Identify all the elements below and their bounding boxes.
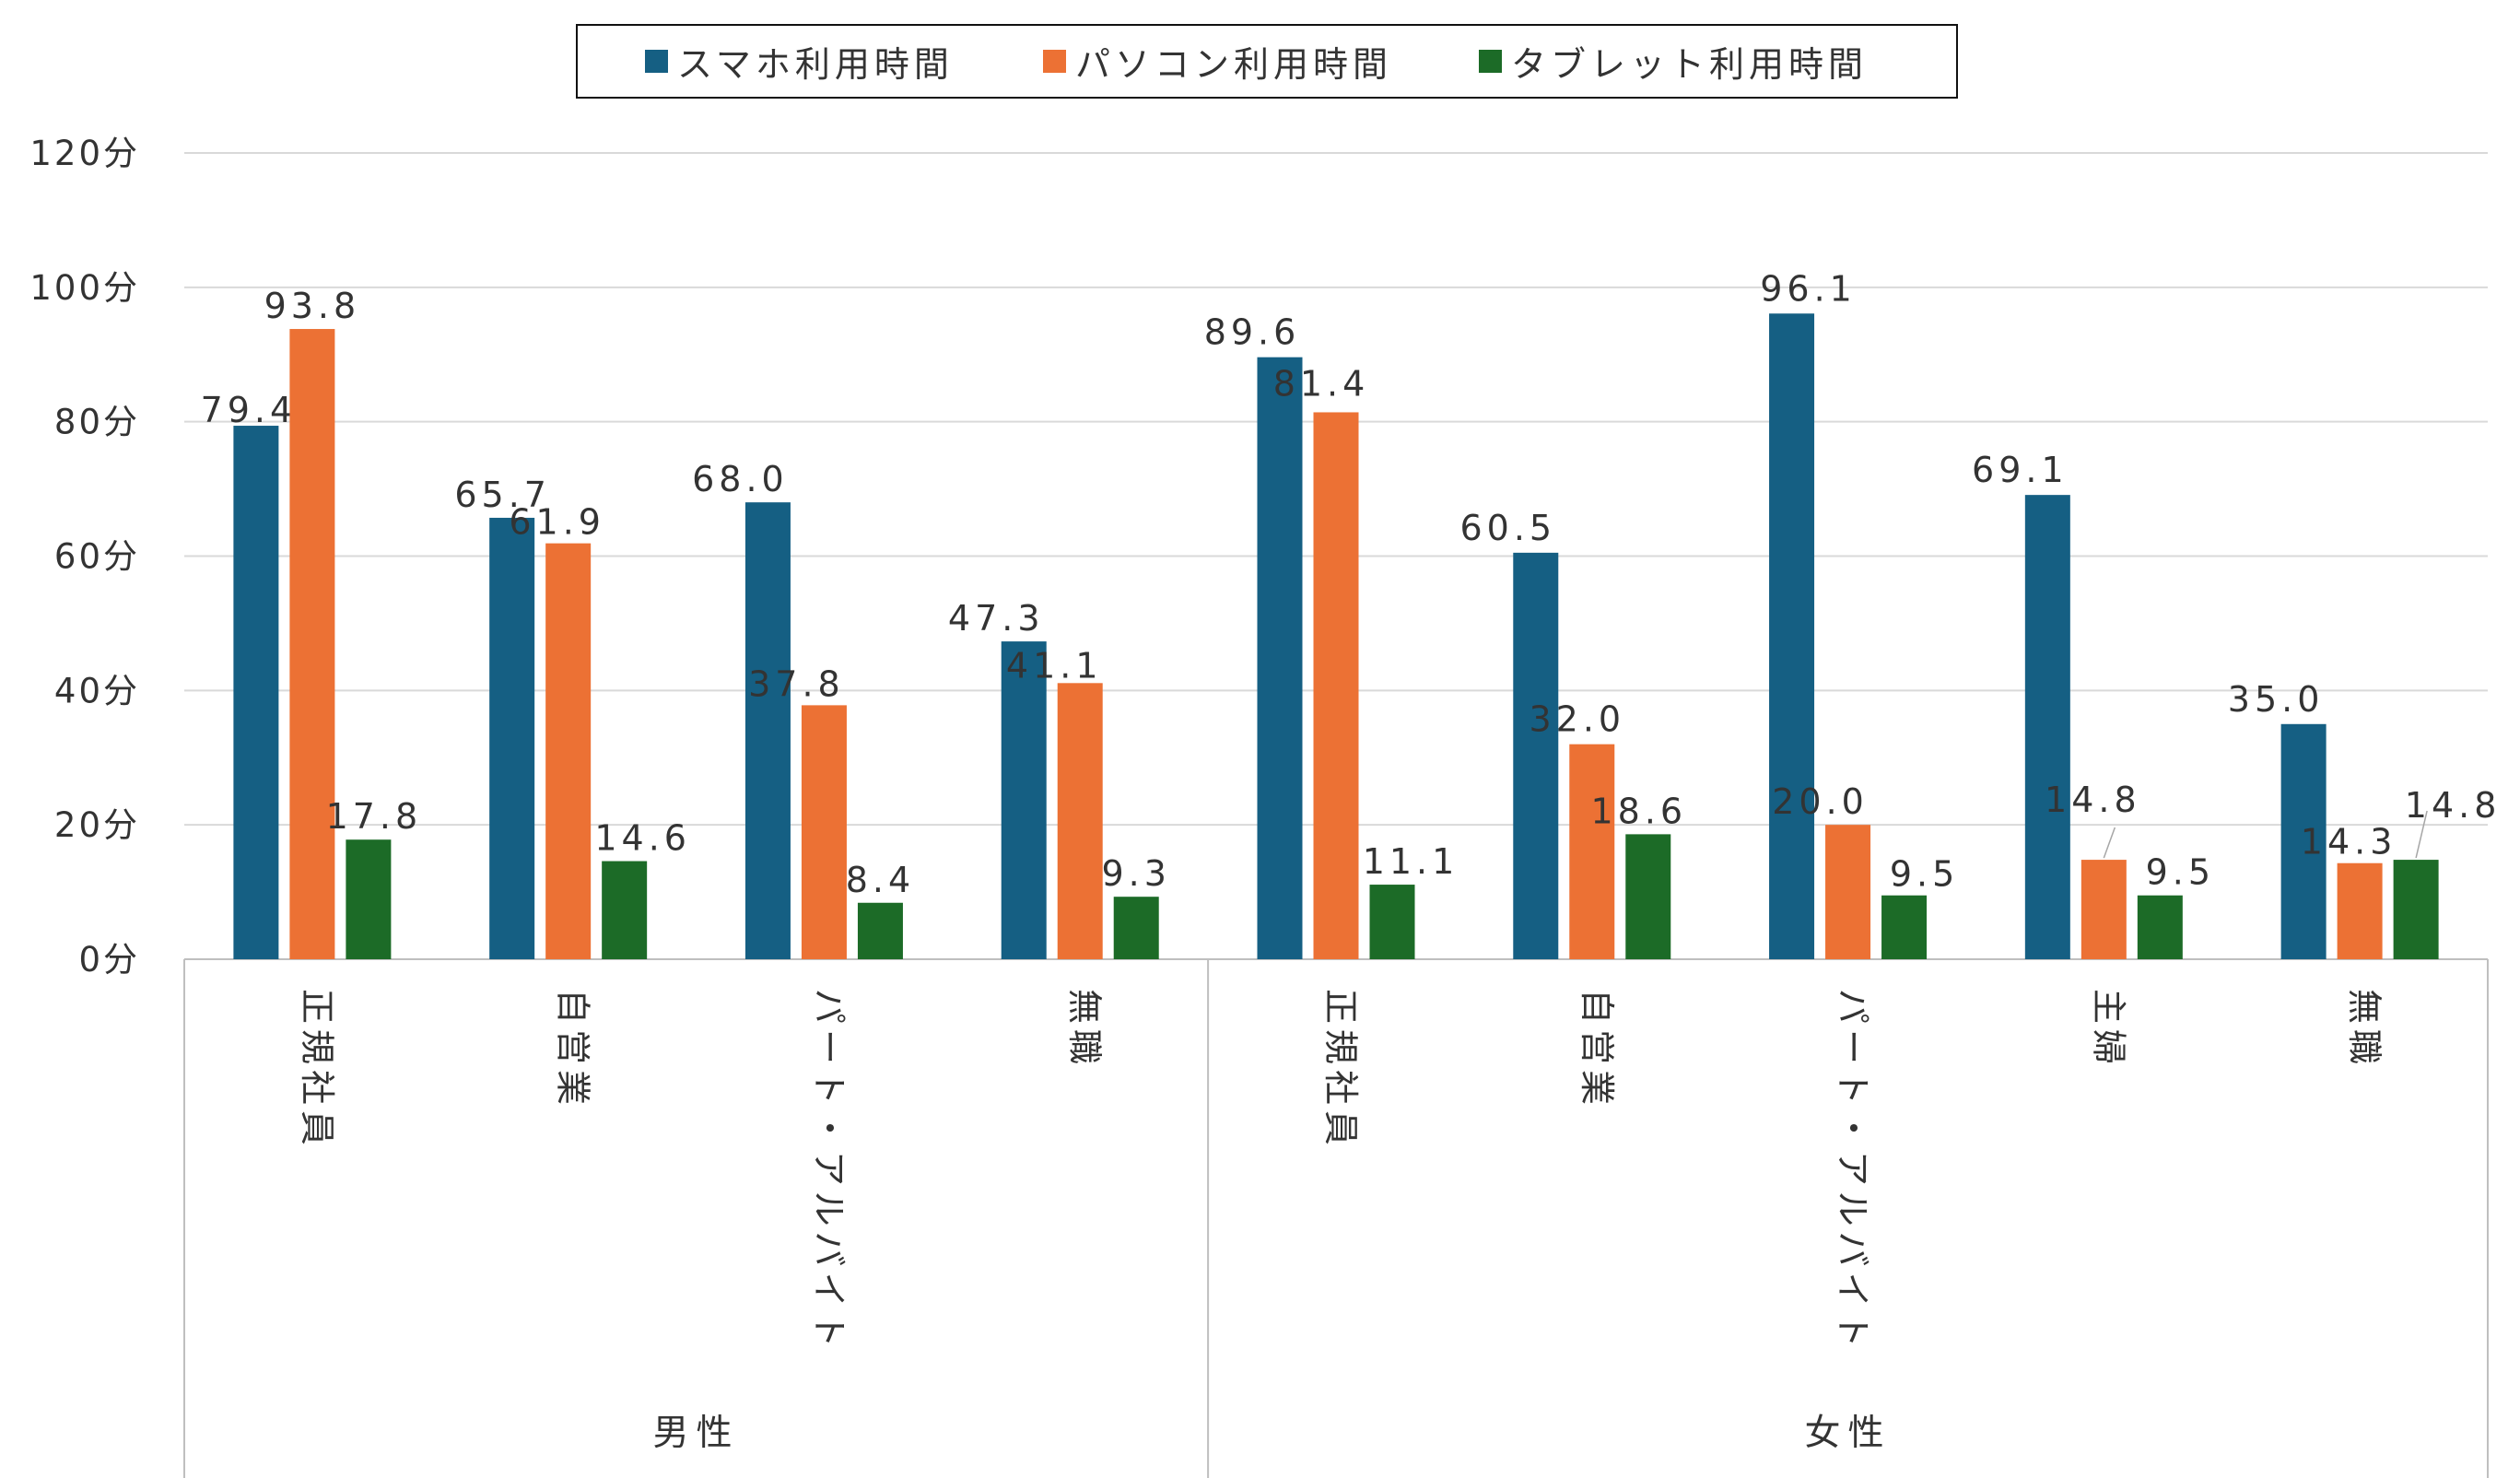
data-label: 47.3 [948, 598, 1045, 639]
y-tick-label: 20分 [54, 805, 140, 845]
data-label: 14.3 [2301, 822, 2397, 862]
bar [2337, 862, 2383, 959]
bar [1057, 683, 1103, 959]
bar [744, 502, 791, 959]
bar [1513, 552, 1559, 959]
data-label: 69.1 [1972, 450, 2069, 490]
bar [2080, 860, 2127, 959]
legend-item-pc: パソコン利用時間 [1043, 26, 1392, 96]
bar [489, 517, 535, 959]
data-label: 96.1 [1760, 268, 1857, 309]
data-label: 60.5 [1459, 508, 1556, 548]
legend-swatch-pc [1043, 49, 1066, 73]
data-label: 93.8 [264, 286, 361, 326]
bar [2393, 860, 2439, 959]
bar [2280, 723, 2327, 959]
bar [1113, 897, 1159, 959]
data-label: 9.3 [1102, 853, 1171, 894]
bar [2024, 495, 2070, 959]
bar [1569, 744, 1615, 959]
legend-swatch-tablet [1479, 49, 1502, 73]
category-label: 正規社員 [1320, 989, 1361, 1151]
bar [1769, 313, 1815, 959]
data-label: 18.6 [1590, 791, 1687, 831]
legend-label-smartphone: スマホ利用時間 [677, 43, 954, 85]
data-label: 37.8 [748, 663, 845, 704]
category-label: 正規社員 [297, 989, 337, 1151]
data-label: 17.8 [326, 796, 423, 837]
category-label: 無職 [1064, 989, 1105, 1070]
data-label: 9.5 [1890, 854, 1959, 895]
category-label: 自営業 [1576, 989, 1617, 1110]
bar [1625, 834, 1671, 959]
bar [857, 902, 903, 959]
data-label: 79.4 [201, 390, 298, 430]
bar [801, 705, 847, 959]
category-label: 主婦 [2088, 989, 2128, 1070]
leader-line [2103, 827, 2116, 859]
data-label: 81.4 [1273, 363, 1370, 404]
legend-label-tablet: タブレット利用時間 [1511, 43, 1869, 85]
bar [545, 543, 592, 959]
legend-label-pc: パソコン利用時間 [1075, 43, 1393, 85]
data-label: 35.0 [2228, 679, 2325, 720]
data-label: 32.0 [1529, 699, 1625, 740]
data-label: 89.6 [1204, 312, 1301, 353]
bar [1313, 412, 1359, 959]
bar [1257, 357, 1303, 960]
data-label: 14.8 [2405, 785, 2502, 826]
data-label: 14.6 [594, 818, 691, 859]
data-label: 20.0 [1772, 781, 1869, 822]
group-label: 男性 [653, 1413, 740, 1454]
data-label: 9.5 [2146, 852, 2215, 893]
data-label: 8.4 [846, 860, 915, 900]
bar [2137, 895, 2183, 959]
category-label: 無職 [2344, 989, 2385, 1070]
category-label: パート・アルバイト [1833, 989, 1873, 1354]
y-tick-label: 100分 [29, 268, 140, 308]
bar [1001, 641, 1047, 959]
data-label: 41.1 [1006, 645, 1103, 686]
y-tick-label: 60分 [54, 537, 140, 577]
bar [346, 839, 392, 959]
legend-item-smartphone: スマホ利用時間 [645, 26, 954, 96]
data-label: 14.8 [2045, 780, 2141, 820]
y-tick-label: 120分 [29, 134, 140, 173]
y-tick-label: 80分 [54, 403, 140, 442]
legend: スマホ利用時間 パソコン利用時間 タブレット利用時間 [576, 24, 1958, 99]
category-label: パート・アルバイト [808, 989, 849, 1354]
data-label: 11.1 [1363, 841, 1459, 882]
group-label: 女性 [1805, 1413, 1892, 1454]
legend-swatch-smartphone [645, 49, 668, 73]
data-label: 65.7 [454, 475, 551, 515]
data-label: 61.9 [509, 502, 605, 543]
data-label: 68.0 [692, 459, 789, 499]
y-tick-label: 0分 [78, 940, 140, 979]
bar [289, 329, 335, 960]
category-label: 自営業 [553, 989, 593, 1110]
y-tick-label: 40分 [54, 671, 140, 710]
bar [602, 861, 648, 959]
bar [233, 426, 279, 960]
bar [1369, 885, 1415, 959]
leader-line [2415, 810, 2428, 859]
legend-item-tablet: タブレット利用時間 [1479, 26, 1868, 96]
bar [1881, 895, 1928, 959]
bar [1825, 825, 1871, 959]
